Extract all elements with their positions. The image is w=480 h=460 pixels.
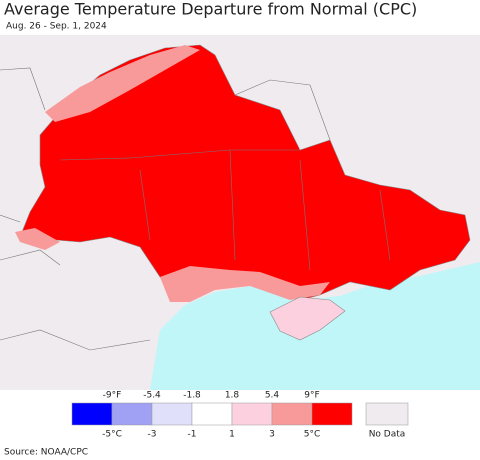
crimea: [269, 296, 346, 341]
no-data-label: No Data: [369, 430, 406, 440]
legend-swatch: [271, 402, 313, 426]
region-mild: [45, 45, 200, 122]
subtitle: Aug. 26 - Sep. 1, 2024: [6, 22, 107, 32]
legend-label-c: -1: [188, 430, 197, 440]
legend-label-f: -1.8: [183, 391, 201, 401]
borders: [0, 67, 391, 351]
legend-label-c: 1: [229, 430, 235, 440]
border-line: [234, 79, 331, 141]
legend-swatch: [311, 402, 353, 426]
no-data-swatch: [365, 402, 409, 426]
region-mild-south: [160, 266, 330, 302]
title: Average Temperature Departure from Norma…: [4, 0, 417, 19]
legend-label-c: -5°C: [102, 430, 122, 440]
legend: -9°F -5.4 -1.8 1.8 5.4 9°F -5°C -3 -1 1 3 5°C No Dat…: [71, 391, 409, 440]
region-warm: [19, 44, 471, 301]
legend-label-c: 3: [269, 430, 275, 440]
legend-label-c: 5°C: [304, 430, 321, 440]
legend-swatch: [231, 402, 273, 426]
legend-label-f: 9°F: [304, 391, 319, 401]
border-line: [0, 67, 46, 111]
source: Source: NOAA/CPC: [4, 448, 88, 458]
legend-swatch: [71, 402, 113, 426]
border-line: [139, 149, 391, 271]
legend-label-f: -9°F: [103, 391, 122, 401]
legend-swatch: [151, 402, 193, 426]
border-line: [59, 149, 300, 161]
border-line: [0, 329, 151, 351]
border-line: [0, 214, 21, 223]
legend-label-f: 5.4: [265, 391, 280, 401]
legend-swatch: [111, 402, 153, 426]
region-mild-west: [15, 228, 60, 250]
legend-swatch: [191, 402, 233, 426]
legend-label-f: -5.4: [143, 391, 161, 401]
border-line: [0, 249, 61, 266]
legend-label-c: -3: [148, 430, 157, 440]
legend-label-f: 1.8: [225, 391, 240, 401]
map: [0, 35, 480, 390]
